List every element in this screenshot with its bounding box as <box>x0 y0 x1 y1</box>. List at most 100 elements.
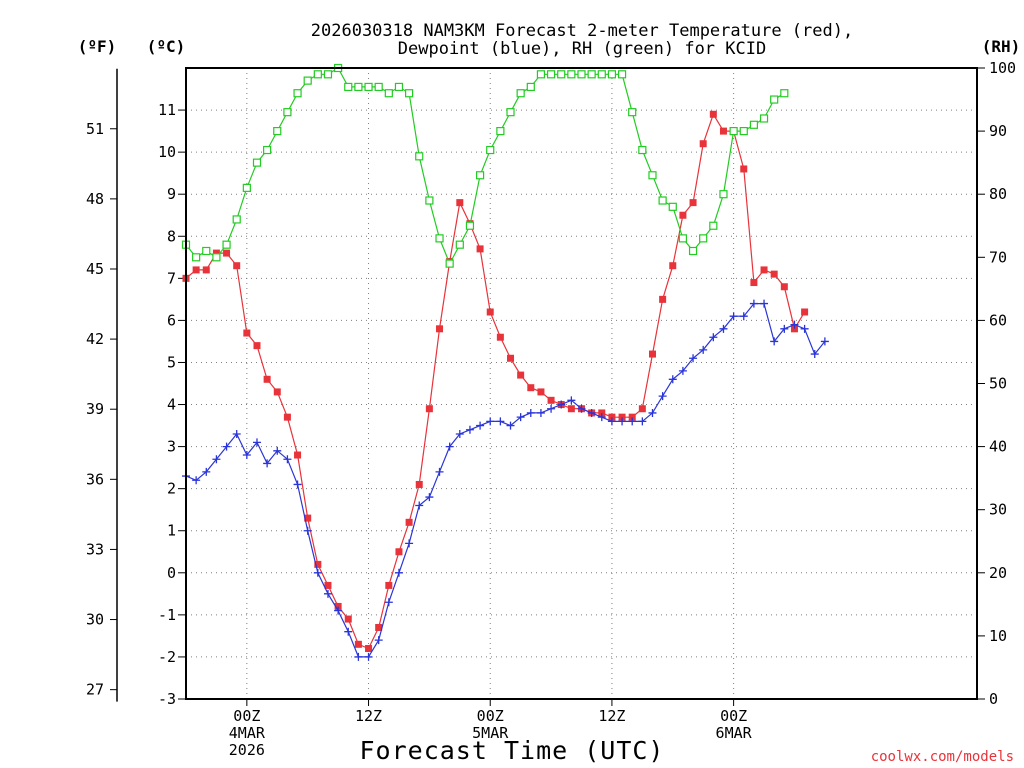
rh-point <box>212 253 221 262</box>
rh-tick-label: 40 <box>989 438 1007 456</box>
fahrenheit-tick-label: 45 <box>86 260 104 278</box>
temperature-point <box>192 266 200 274</box>
rh-tick-label: 30 <box>989 501 1007 519</box>
rh-tick-label: 80 <box>989 185 1007 203</box>
temperature-point <box>618 413 626 421</box>
temperature-point <box>263 375 271 383</box>
fahrenheit-tick-label: 48 <box>86 190 104 208</box>
dewpoint-point <box>273 446 282 455</box>
rh-tick-label: 90 <box>989 122 1007 140</box>
dewpoint-point <box>212 455 221 464</box>
temperature-point <box>253 342 261 350</box>
dewpoint-point <box>364 652 373 661</box>
celsius-tick-label: 7 <box>167 269 176 287</box>
temperature-point <box>415 480 423 488</box>
title-line-1: 2026030318 NAM3KM Forecast 2-meter Tempe… <box>311 21 853 41</box>
rh-point <box>293 89 302 98</box>
temperature-point <box>679 211 687 219</box>
rh-point <box>536 70 546 79</box>
dewpoint-point <box>526 408 535 417</box>
rh-point <box>232 215 241 224</box>
temperature-point <box>314 560 322 568</box>
celsius-tick-label: 6 <box>167 311 176 329</box>
dewpoint-line <box>185 303 826 658</box>
x-tick-label: 4MAR <box>229 724 266 742</box>
temperature-point <box>801 308 809 316</box>
dewpoint-point <box>800 324 809 333</box>
dewpoint-point <box>678 366 687 375</box>
dewpoint-point <box>354 652 363 661</box>
dewpoint-point <box>607 417 616 426</box>
rh-point <box>557 70 566 79</box>
temperature-point <box>780 283 788 291</box>
rh-point <box>313 70 322 79</box>
fahrenheit-tick-label: 51 <box>86 120 104 138</box>
dewpoint-point <box>648 408 657 417</box>
dewpoint-point <box>729 312 738 321</box>
temperature-point <box>324 581 332 589</box>
temperature-point <box>517 371 525 379</box>
rh-point <box>415 152 424 161</box>
dewpoint-point <box>536 408 545 417</box>
rh-point <box>688 246 698 256</box>
dewpoint-point <box>597 413 606 422</box>
title-line-2: Dewpoint (blue), RH (green) for KCID <box>398 39 766 59</box>
rh-point <box>516 89 525 98</box>
dewpoint-point <box>252 438 261 447</box>
dewpoint-point <box>567 396 576 405</box>
dewpoint-point <box>313 568 322 577</box>
rh-point <box>192 253 201 262</box>
rh-point <box>465 221 475 230</box>
temperature-point <box>273 388 281 396</box>
rh-point <box>506 108 515 117</box>
temperature-point <box>223 249 231 257</box>
dewpoint-point <box>192 476 201 485</box>
celsius-tick-label: 4 <box>167 396 176 414</box>
rh-point <box>445 259 454 268</box>
dewpoint-point <box>658 392 667 401</box>
rh-point <box>222 240 231 249</box>
temperature-series <box>182 110 809 653</box>
rh-tick-label: 60 <box>989 311 1007 329</box>
temperature-point <box>567 405 575 413</box>
celsius-tick-label: -3 <box>158 690 176 708</box>
temperature-point <box>648 350 656 358</box>
temperature-point <box>486 308 494 316</box>
temperature-point <box>456 199 464 207</box>
axes: -3-2-10123456789101127303336394245485101… <box>86 59 1016 759</box>
fahrenheit-tick-label: 39 <box>86 400 104 418</box>
celsius-tick-label: 1 <box>167 522 176 540</box>
temperature-point <box>405 518 413 526</box>
rh-point <box>587 70 596 79</box>
celsius-tick-label: 5 <box>167 353 176 371</box>
dewpoint-point <box>790 320 799 329</box>
rh-point <box>405 89 414 98</box>
fahrenheit-tick-label: 33 <box>86 540 104 558</box>
temperature-point <box>304 514 312 522</box>
rh-point <box>780 89 789 98</box>
rh-point <box>668 202 677 211</box>
temperature-point <box>608 413 616 421</box>
dewpoint-point <box>425 493 434 502</box>
rh-point <box>394 82 404 92</box>
temperature-point <box>598 409 606 417</box>
rh-point <box>202 246 211 256</box>
fahrenheit-tick-label: 36 <box>86 470 104 488</box>
dewpoint-point <box>283 455 292 464</box>
rh-point <box>374 82 383 92</box>
fahrenheit-tick-label: 27 <box>86 681 104 699</box>
rh-point <box>546 70 556 79</box>
dewpoint-point <box>699 345 708 354</box>
temperature-point <box>628 413 636 421</box>
temperature-point <box>669 262 677 270</box>
temperature-point <box>770 270 778 278</box>
rh-point <box>435 234 444 243</box>
rh-series <box>181 63 789 268</box>
temperature-point <box>740 165 748 173</box>
temperature-point <box>507 354 515 362</box>
temperature-line <box>185 112 806 650</box>
rh-point <box>617 70 627 79</box>
temperature-point <box>395 548 403 556</box>
rh-point <box>323 70 333 79</box>
